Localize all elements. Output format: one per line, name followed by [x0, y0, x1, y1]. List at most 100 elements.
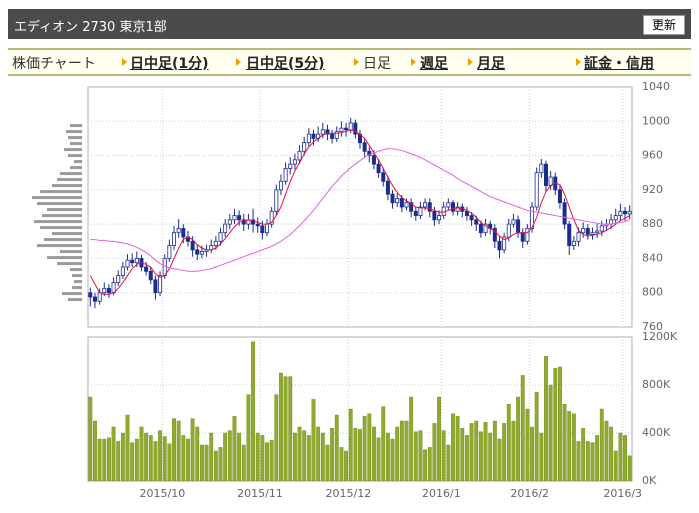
candle-body [450, 202, 455, 212]
volume-bar [274, 394, 279, 482]
candle-body [144, 266, 149, 272]
volume-bar [613, 450, 618, 482]
candle-body [283, 168, 288, 182]
volume-bar [511, 420, 516, 482]
volume-bar [139, 426, 144, 482]
candle-body [623, 210, 628, 215]
candle-body [241, 219, 246, 225]
candle-body [223, 223, 228, 234]
volume-bar [167, 443, 172, 482]
candle-body [320, 129, 325, 135]
volume-bar [534, 392, 539, 482]
volume-bar [223, 432, 228, 482]
candle-body [520, 232, 525, 242]
volume-bar [88, 396, 93, 482]
volume-bar [595, 435, 600, 482]
volume-bar [581, 428, 586, 482]
candle-body [251, 219, 256, 225]
candle-body [478, 223, 483, 234]
price-volume-bar [42, 214, 82, 218]
price-volume-bar [68, 298, 82, 302]
marker [468, 58, 473, 66]
volume-bar [316, 426, 321, 482]
volume-bar [255, 432, 260, 482]
volume-bar [162, 436, 167, 482]
volume-bar [344, 450, 348, 482]
volume-bar [390, 438, 395, 482]
candle-body [120, 266, 125, 276]
moving-average [89, 129, 630, 295]
candle-body [627, 210, 632, 215]
candle-body [474, 219, 479, 225]
candle-body [404, 202, 409, 208]
x-tick-label: 2015/10 [140, 487, 186, 500]
candle-body [390, 193, 395, 204]
volume-bar [195, 426, 200, 482]
price-volume-bar [70, 166, 82, 170]
tab[interactable]: 日足 [363, 56, 391, 72]
candle-body [116, 275, 121, 283]
volume-bar [283, 376, 288, 482]
volume-bar [181, 435, 186, 482]
volume-bar [372, 426, 376, 482]
candle-body [618, 210, 623, 216]
candle-body [167, 245, 172, 259]
price-volume-bar [66, 130, 82, 134]
tab[interactable]: 証金・信用 [584, 56, 654, 72]
volume-bar [97, 438, 102, 482]
candle-body [432, 210, 437, 221]
price-volume-bar [64, 148, 82, 152]
candle-body [274, 189, 279, 212]
price-volume-bar [70, 142, 82, 146]
candle-body [511, 219, 516, 225]
candle-body [423, 202, 428, 208]
volume-bar [455, 416, 460, 482]
candle-body [557, 189, 562, 204]
y-tick-label: 400K [642, 426, 671, 439]
candle-body [376, 163, 381, 174]
volume-bar [567, 411, 572, 482]
candle-body [576, 232, 581, 242]
candle-body [567, 223, 572, 246]
candle-body [571, 240, 576, 246]
candle-body [362, 142, 367, 152]
volume-bar [478, 431, 483, 482]
volume-bar [604, 420, 609, 482]
refresh-button[interactable]: 更新 [643, 15, 685, 35]
volume-bar [213, 450, 218, 482]
candle-body [199, 251, 204, 255]
candle-body [237, 215, 242, 221]
volume-bar [260, 435, 265, 482]
price-volume-bar [70, 124, 82, 128]
y-tick-label: 880 [642, 217, 663, 230]
tab[interactable]: 日中足(5分) [246, 56, 325, 72]
candle-body [548, 176, 553, 186]
volume-bar [385, 432, 390, 482]
price-volume-bar [44, 238, 82, 242]
volume-bar [460, 428, 465, 482]
candle-body [483, 223, 488, 234]
volume-bar [186, 438, 190, 482]
candle-body [585, 228, 590, 235]
candle-body [446, 202, 451, 208]
y-tick-label: 960 [642, 149, 663, 162]
tab[interactable]: 日中足(1分) [130, 56, 209, 72]
volume-bar [302, 430, 307, 482]
candle-body [88, 292, 93, 298]
y-tick-label: 760 [642, 320, 663, 333]
marker [354, 58, 359, 66]
y-tick-label: 1200K [642, 330, 678, 343]
tab[interactable]: 週足 [420, 56, 448, 72]
candle-body [302, 142, 307, 152]
volume-bar [269, 440, 274, 482]
tab[interactable]: 月足 [477, 56, 505, 72]
candle-body [158, 275, 163, 294]
price-volume-bar [37, 244, 82, 248]
candle-body [464, 210, 469, 216]
volume-bar [544, 356, 548, 482]
volume-bar [548, 384, 553, 482]
candle-body [92, 296, 97, 302]
price-volume-bar [57, 178, 82, 182]
